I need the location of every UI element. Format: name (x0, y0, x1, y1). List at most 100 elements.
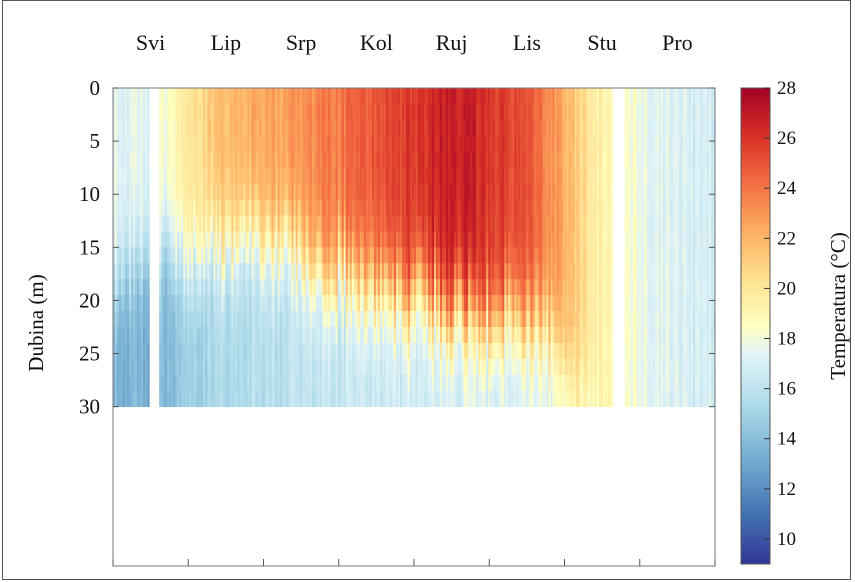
heatmap-cell (179, 263, 182, 280)
heatmap-cell (125, 327, 128, 344)
heatmap-cell (598, 263, 602, 280)
heatmap-cell (279, 263, 283, 280)
heatmap-cell (163, 295, 166, 312)
heatmap-cell (257, 358, 261, 376)
heatmap-cell (191, 88, 194, 105)
heatmap-cell (251, 390, 255, 408)
heatmap-cell (313, 103, 317, 121)
heatmap-cell (566, 167, 570, 184)
heatmap-cell (397, 231, 401, 248)
heatmap-cell (215, 247, 218, 264)
heatmap-cell (221, 135, 224, 153)
heatmap-cell (199, 88, 202, 105)
heatmap-cell (530, 374, 533, 392)
heatmap-cell (546, 199, 550, 216)
heatmap-cell (143, 327, 146, 344)
heatmap-cell (428, 390, 431, 408)
heatmap-cell (466, 183, 469, 200)
heatmap-cell (211, 199, 214, 216)
heatmap-cell (125, 390, 128, 408)
heatmap-cell (470, 231, 473, 248)
heatmap-cell (303, 342, 307, 360)
heatmap-cell (570, 135, 574, 153)
heatmap-cell (450, 231, 453, 248)
heatmap-cell (273, 135, 277, 153)
heatmap-cell (337, 374, 341, 392)
heatmap-cell (564, 151, 568, 169)
heatmap-cell (508, 119, 511, 137)
heatmap-cell (626, 358, 630, 376)
heatmap-cell (558, 358, 562, 376)
heatmap-cell (135, 263, 138, 280)
heatmap-cell (289, 311, 293, 328)
heatmap-cell (291, 263, 295, 280)
heatmap-cell (478, 119, 481, 137)
heatmap-cell (560, 199, 564, 216)
heatmap-cell (113, 215, 116, 232)
heatmap-cell (259, 119, 263, 137)
heatmap-cell (131, 167, 134, 184)
heatmap-cell (610, 358, 614, 376)
heatmap-cell (407, 279, 411, 296)
heatmap-cell (383, 103, 387, 121)
heatmap-cell (161, 135, 164, 153)
heatmap-cell (598, 88, 602, 105)
heatmap-cell (207, 103, 210, 121)
heatmap-cell (634, 215, 638, 232)
heatmap-cell (317, 135, 321, 153)
heatmap-cell (355, 103, 359, 121)
heatmap-cell (283, 295, 287, 312)
heatmap-cell (323, 215, 327, 232)
heatmap-cell (488, 167, 491, 184)
heatmap-cell (484, 295, 487, 312)
heatmap-cell (185, 295, 188, 312)
heatmap-cell (550, 295, 554, 312)
heatmap-cell (117, 295, 120, 312)
heatmap-cell (632, 231, 636, 248)
heatmap-cell (353, 263, 357, 280)
heatmap-cell (231, 327, 234, 344)
heatmap-cell (395, 119, 399, 137)
heatmap-cell (361, 88, 365, 105)
heatmap-cell (534, 358, 538, 376)
heatmap-cell (552, 199, 556, 216)
heatmap-cell (492, 151, 495, 169)
heatmap-cell (317, 215, 321, 232)
heatmap-cell (129, 374, 132, 392)
heatmap-cell (572, 135, 576, 153)
heatmap-cell (407, 199, 411, 216)
heatmap-cell (183, 88, 186, 105)
heatmap-cell (504, 88, 507, 105)
heatmap-cell (568, 279, 572, 296)
heatmap-cell (538, 263, 542, 280)
heatmap-cell (632, 215, 636, 232)
heatmap-cell (253, 167, 257, 184)
heatmap-cell (524, 327, 527, 344)
heatmap-cell (474, 103, 477, 121)
heatmap-cell (387, 374, 391, 392)
heatmap-cell (556, 263, 560, 280)
heatmap-cell (418, 135, 421, 153)
heatmap-cell (416, 167, 419, 184)
heatmap-cell (163, 342, 166, 360)
heatmap-cell (399, 215, 403, 232)
heatmap-cell (369, 390, 373, 408)
heatmap-cell (237, 279, 241, 296)
heatmap-cell (279, 151, 283, 169)
heatmap-cell (411, 231, 415, 248)
heatmap-cell (626, 342, 630, 360)
heatmap-cell (458, 311, 461, 328)
heatmap-cell (257, 311, 261, 328)
heatmap-cell (570, 279, 574, 296)
heatmap-cell (169, 231, 172, 248)
heatmap-cell (500, 183, 503, 200)
heatmap-cell (524, 311, 527, 328)
heatmap-cell (391, 279, 395, 296)
heatmap-cell (430, 263, 433, 280)
heatmap-cell (524, 215, 527, 232)
heatmap-cell (277, 119, 281, 137)
heatmap-cell (522, 183, 525, 200)
heatmap-cell (323, 374, 327, 392)
heatmap-cell (333, 263, 337, 280)
heatmap-cell (590, 135, 594, 153)
